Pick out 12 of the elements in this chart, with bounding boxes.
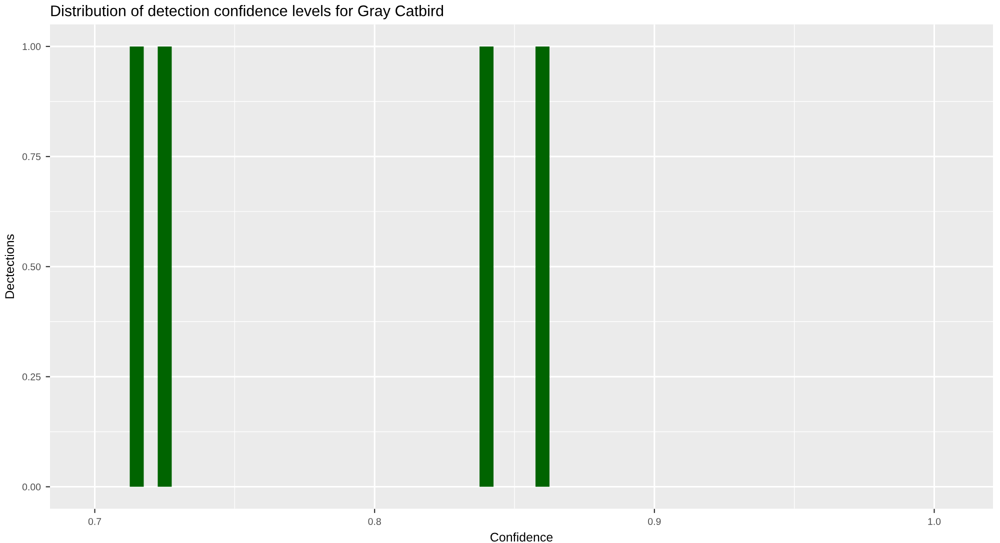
x-tick-label: 0.8 — [368, 518, 381, 525]
y-tick-label: 1.00 — [22, 43, 41, 50]
y-axis-title: Dectections — [4, 234, 14, 298]
y-tick-label: 0.00 — [22, 484, 41, 490]
y-tick-label: 0.75 — [22, 153, 41, 160]
x-tick-label: 0.7 — [88, 518, 102, 525]
chart-title: Distribution of detection confidence levels for Gray Catbird — [51, 5, 444, 20]
y-tick-label: 0.50 — [22, 263, 41, 270]
x-tick-label: 0.9 — [648, 518, 661, 525]
y-tick-label: 0.25 — [22, 373, 41, 380]
x-tick-label: 1.0 — [928, 518, 941, 525]
x-axis-title: Confidence — [490, 532, 553, 542]
